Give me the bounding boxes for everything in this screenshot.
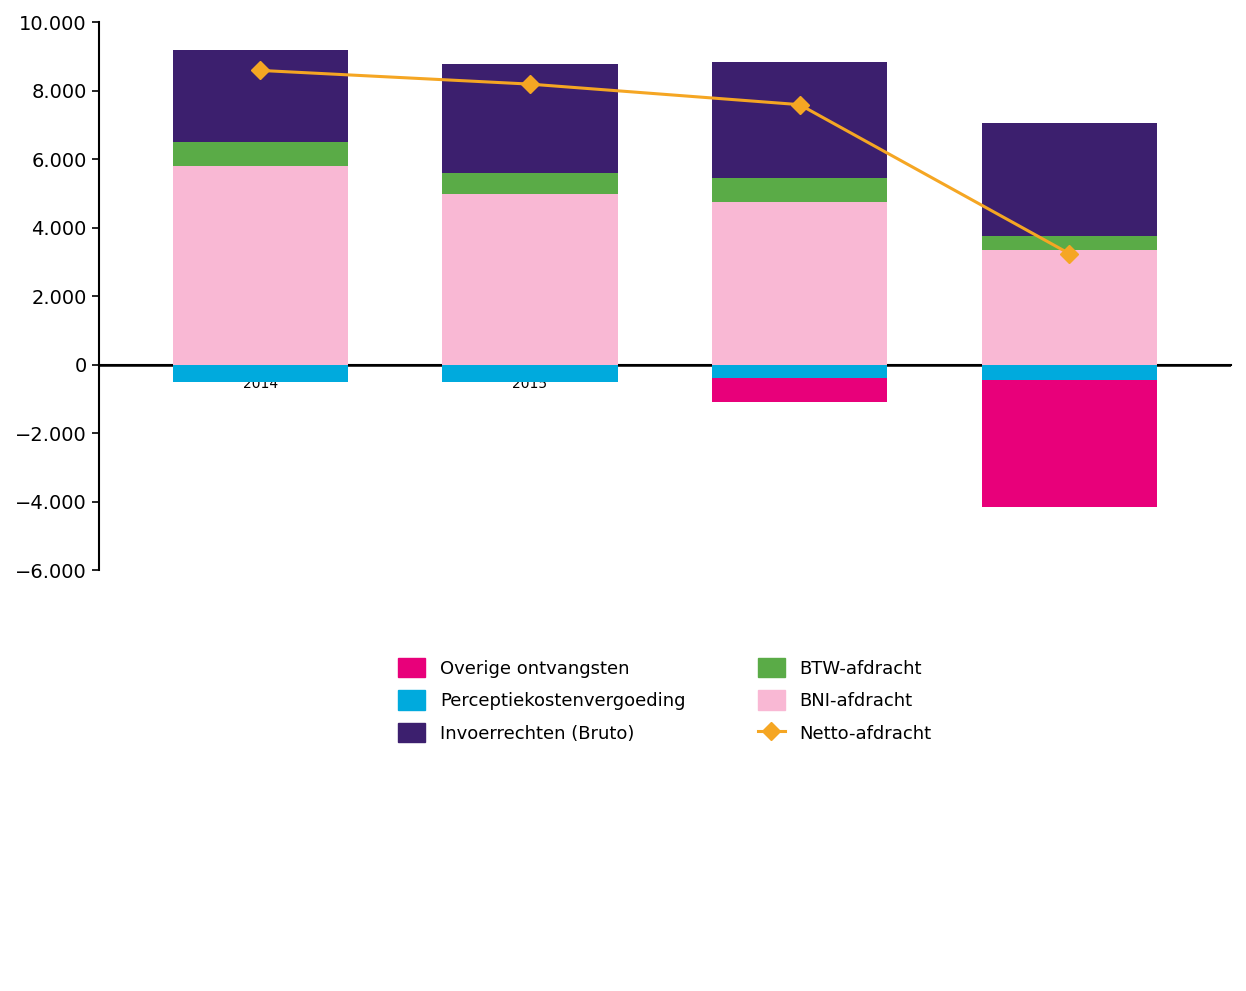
Legend: Overige ontvangsten, Perceptiekostenvergoeding, Invoerrechten (Bruto), BTW-afdra: Overige ontvangsten, Perceptiekostenverg… <box>391 650 938 750</box>
Bar <box>442 63 618 173</box>
Bar <box>982 250 1156 365</box>
Bar <box>982 365 1156 381</box>
Bar <box>982 124 1156 237</box>
Bar <box>711 178 887 202</box>
Bar <box>442 193 618 365</box>
Bar <box>711 202 887 365</box>
Bar <box>173 166 348 365</box>
Bar <box>982 381 1156 506</box>
Bar <box>173 50 348 143</box>
Bar <box>442 173 618 193</box>
Bar <box>982 237 1156 250</box>
Bar <box>711 379 887 402</box>
Bar <box>173 365 348 382</box>
Bar <box>711 61 887 178</box>
Bar <box>711 365 887 379</box>
Bar <box>173 143 348 166</box>
Bar <box>442 365 618 382</box>
